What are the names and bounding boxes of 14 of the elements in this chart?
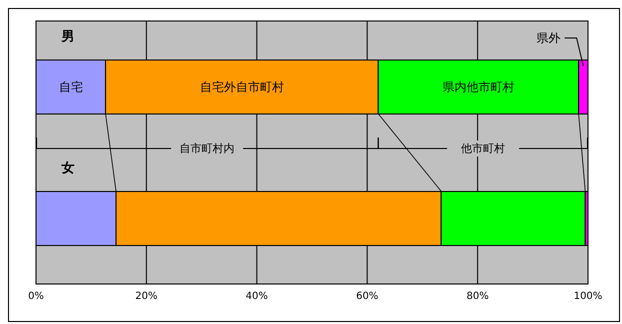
series-label: 県内他市町村	[442, 80, 514, 94]
x-tick-label: 0%	[28, 291, 44, 302]
y-tick-label: 女	[60, 161, 74, 176]
series-label: 県外	[536, 31, 561, 45]
x-tick-label: 60%	[356, 291, 378, 302]
series-label: 自宅外自市町村	[200, 80, 284, 94]
x-tick-label: 40%	[246, 291, 268, 302]
x-tick-label: 100%	[574, 291, 602, 302]
series-label: 自宅	[58, 80, 83, 94]
x-tick-label: 80%	[466, 291, 489, 302]
annotation: 自市町村内	[180, 142, 235, 155]
y-tick-label: 男	[60, 30, 74, 44]
x-tick-label: 20%	[135, 291, 158, 302]
annotation: 他市町村	[461, 142, 506, 155]
